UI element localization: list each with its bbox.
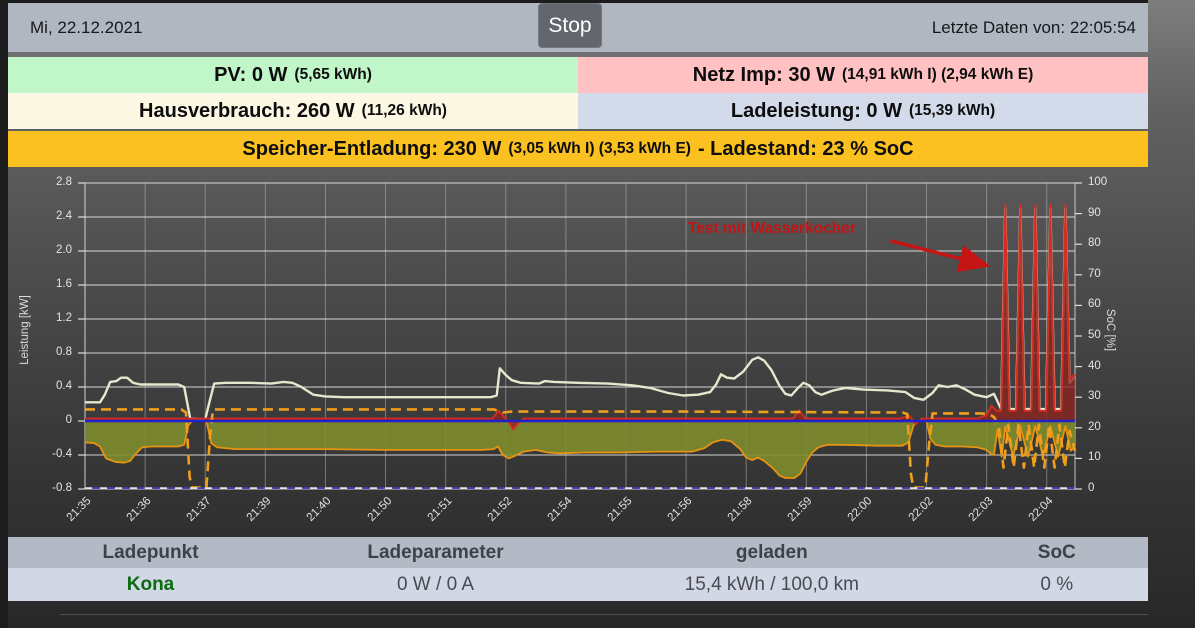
grid-status-tile: Netz Imp: 30 W (14,91 kWh I) (2,94 kWh E… bbox=[578, 57, 1148, 93]
left-axis-tick-label: 0.4 bbox=[56, 380, 72, 392]
house-consumption-tile: Hausverbrauch: 260 W (11,26 kWh) bbox=[8, 93, 578, 129]
chart-annotation-text: Test mit Wasserkocher bbox=[688, 220, 856, 237]
left-axis-tick-label: 1.6 bbox=[56, 278, 72, 290]
right-axis-tick-label: 30 bbox=[1088, 390, 1101, 403]
plot-area: Test mit Wasserkocher bbox=[78, 182, 1082, 490]
chargepoint-table: Ladepunkt Ladeparameter geladen SoC Kona… bbox=[8, 537, 1148, 601]
charge-energy-value: (15,39 kWh) bbox=[908, 102, 996, 119]
footer-divider bbox=[60, 614, 1148, 615]
left-axis-tick-label: -0.4 bbox=[52, 448, 72, 460]
right-axis-tick-label: 0 bbox=[1088, 482, 1095, 494]
vehicle-soc: 0 % bbox=[1040, 573, 1074, 595]
col-header-ladepunkt: Ladepunkt bbox=[102, 541, 199, 563]
col-header-soc: SoC bbox=[1037, 541, 1076, 563]
charge-power-tile: Ladeleistung: 0 W (15,39 kWh) bbox=[578, 93, 1148, 129]
last-data-timestamp: Letzte Daten von: 22:05:54 bbox=[931, 17, 1136, 37]
power-chart: Leistung [kW] SoC [%] 2.8 2.4 2.0 1.6 1.2 0.8… bbox=[8, 170, 1148, 534]
page-left-border bbox=[0, 0, 8, 628]
left-axis-tick-label: 2.8 bbox=[56, 176, 72, 188]
current-date: Mi, 22.12.2021 bbox=[30, 17, 143, 37]
right-axis-tick-label: 90 bbox=[1088, 206, 1101, 219]
series-line-Netz bbox=[85, 203, 1076, 431]
left-axis-tick-label: 2.0 bbox=[56, 244, 72, 256]
left-axis-tick-label: -0.8 bbox=[52, 482, 72, 494]
pv-energy-value: (5,65 kWh) bbox=[294, 66, 372, 83]
left-axis-title: Leistung [kW] bbox=[19, 295, 31, 365]
right-axis-tick-label: 60 bbox=[1088, 298, 1101, 311]
page-top-border bbox=[0, 0, 1148, 3]
chart-annotation-arrow bbox=[890, 239, 991, 273]
right-axis-tick-label: 50 bbox=[1088, 329, 1101, 341]
chart-canvas: Test mit Wasserkocher bbox=[78, 182, 1082, 490]
left-axis-tick-label: 1.2 bbox=[56, 312, 72, 324]
storage-soc-value: - Ladestand: 23 % SoC bbox=[697, 137, 914, 160]
pv-power-value: PV: 0 W bbox=[214, 63, 288, 86]
grid-energy-value: (14,91 kWh I) (2,94 kWh E) bbox=[842, 66, 1034, 83]
table-row: Kona 0 W / 0 A 15,4 kWh / 100,0 km 0 % bbox=[8, 568, 1148, 601]
series-line-Speicher-SoC bbox=[85, 408, 1077, 489]
left-axis-tick-label: 0.8 bbox=[56, 346, 72, 358]
storage-energy-value: (3,05 kWh I) (3,53 kWh E) bbox=[508, 140, 691, 157]
house-power-value: Hausverbrauch: 260 W bbox=[139, 99, 355, 122]
right-axis-tick-label: 20 bbox=[1088, 420, 1101, 433]
col-header-ladeparameter: Ladeparameter bbox=[367, 541, 504, 563]
grid-power-value: Netz Imp: 30 W bbox=[692, 63, 836, 86]
storage-power-value: Speicher-Entladung: 230 W bbox=[242, 137, 502, 160]
left-axis-tick-label: 2.4 bbox=[56, 210, 72, 222]
vehicle-name: Kona bbox=[126, 573, 175, 595]
stop-button[interactable]: Stop bbox=[538, 3, 602, 48]
pv-status-tile: PV: 0 W (5,65 kWh) bbox=[8, 57, 578, 93]
house-energy-value: (11,26 kWh) bbox=[361, 102, 447, 119]
charged-amount: 15,4 kWh / 100,0 km bbox=[684, 573, 859, 595]
storage-status-tile: Speicher-Entladung: 230 W (3,05 kWh I) (… bbox=[8, 131, 1148, 167]
charge-parameters: 0 W / 0 A bbox=[396, 573, 475, 595]
right-axis-tick-label: 40 bbox=[1088, 359, 1101, 372]
right-axis-tick-label: 80 bbox=[1088, 237, 1101, 250]
right-axis-tick-label: 10 bbox=[1088, 451, 1101, 464]
col-header-geladen: geladen bbox=[735, 541, 808, 563]
series-fill-Speicher-Leistung bbox=[85, 421, 1075, 478]
right-axis-tick-label: 70 bbox=[1088, 267, 1101, 280]
right-axis-tick-label: 100 bbox=[1088, 176, 1108, 188]
charge-power-value: Ladeleistung: 0 W bbox=[730, 99, 902, 122]
left-axis-tick-label: 0 bbox=[65, 414, 72, 426]
table-header-row: Ladepunkt Ladeparameter geladen SoC bbox=[8, 537, 1148, 568]
